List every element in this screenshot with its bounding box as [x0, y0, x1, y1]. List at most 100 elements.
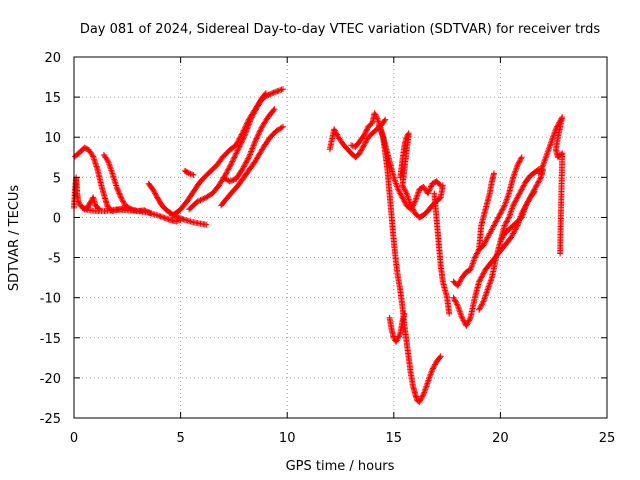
- data-point: [504, 217, 511, 224]
- data-point: [203, 221, 210, 228]
- data-point: [400, 185, 407, 192]
- data-point: [242, 131, 249, 138]
- data-point: [271, 106, 278, 113]
- x-tick-label: 15: [386, 431, 403, 446]
- data-point: [251, 139, 258, 146]
- data-point: [363, 136, 370, 143]
- y-tick-label: -5: [48, 252, 61, 267]
- data-point: [160, 214, 167, 221]
- data-point: [264, 92, 271, 99]
- data-point: [372, 111, 379, 118]
- data-point: [142, 207, 149, 214]
- data-point: [127, 205, 134, 212]
- data-point: [239, 136, 246, 143]
- data-point: [382, 116, 389, 123]
- data-point: [226, 163, 233, 170]
- data-point: [417, 396, 424, 403]
- data-point: [493, 217, 500, 224]
- axis-ticks: [73, 56, 608, 419]
- data-point: [417, 397, 424, 404]
- series-track-18: [450, 154, 525, 289]
- data-point: [249, 144, 256, 151]
- data-point: [230, 157, 237, 164]
- data-point: [426, 187, 433, 194]
- data-point: [141, 207, 148, 214]
- data-point: [426, 186, 433, 193]
- data-point: [515, 159, 522, 166]
- data-point: [513, 197, 520, 204]
- data-point: [466, 317, 473, 324]
- data-point: [233, 150, 240, 157]
- data-point: [358, 146, 365, 153]
- data-point: [522, 202, 529, 209]
- data-point: [224, 167, 231, 174]
- data-point: [501, 222, 508, 229]
- data-point: [243, 128, 250, 135]
- data-point: [230, 155, 237, 162]
- data-point: [419, 393, 426, 400]
- data-point: [270, 107, 277, 114]
- data-point: [473, 251, 480, 258]
- data-point: [164, 215, 171, 222]
- data-point: [481, 239, 488, 246]
- data-point: [245, 155, 252, 162]
- data-point: [236, 143, 243, 150]
- y-tick-label: 5: [53, 171, 61, 186]
- data-point: [396, 332, 403, 339]
- data-point: [491, 221, 498, 228]
- data-point: [247, 149, 254, 156]
- data-point: [331, 126, 338, 133]
- data-point: [502, 221, 509, 228]
- series-track-16: [431, 190, 453, 317]
- data-point: [115, 189, 122, 196]
- data-point: [500, 205, 507, 212]
- data-point: [483, 235, 490, 242]
- data-point: [539, 163, 546, 170]
- data-point: [450, 294, 457, 301]
- data-point: [401, 310, 408, 317]
- data-point: [252, 106, 259, 113]
- data-point: [267, 90, 274, 97]
- data-point: [158, 213, 165, 220]
- data-point: [437, 353, 444, 360]
- series-track-4: [100, 151, 154, 217]
- data-point: [257, 127, 264, 134]
- data-point: [478, 273, 485, 280]
- data-point: [256, 128, 263, 135]
- data-point: [537, 166, 544, 173]
- data-point: [407, 202, 414, 209]
- data-point: [363, 138, 370, 145]
- y-tick-label: -10: [40, 292, 61, 307]
- data-point: [400, 197, 407, 204]
- data-point: [277, 87, 284, 94]
- data-point: [400, 195, 407, 202]
- data-point: [498, 209, 505, 216]
- series-track-8: [181, 167, 197, 178]
- series-track-15: [397, 130, 446, 221]
- data-point: [482, 238, 489, 245]
- data-point: [116, 190, 123, 197]
- data-point: [402, 187, 409, 194]
- data-point: [513, 195, 520, 202]
- data-point: [489, 225, 496, 232]
- data-point: [266, 91, 273, 98]
- data-point: [429, 365, 436, 372]
- data-point: [503, 219, 510, 226]
- data-point: [250, 110, 257, 117]
- data-point: [115, 187, 122, 194]
- data-point: [246, 152, 253, 159]
- data-point: [480, 242, 487, 249]
- data-point: [453, 300, 460, 307]
- data-point: [235, 144, 242, 151]
- data-point: [395, 187, 402, 194]
- data-point: [254, 132, 261, 139]
- data-point: [491, 222, 498, 229]
- data-point: [487, 229, 494, 236]
- data-point: [117, 193, 124, 200]
- data-point: [348, 142, 355, 149]
- data-point: [278, 124, 285, 131]
- data-point: [173, 218, 180, 225]
- data-point: [531, 188, 538, 195]
- data-point: [157, 213, 164, 220]
- data-point: [371, 110, 378, 117]
